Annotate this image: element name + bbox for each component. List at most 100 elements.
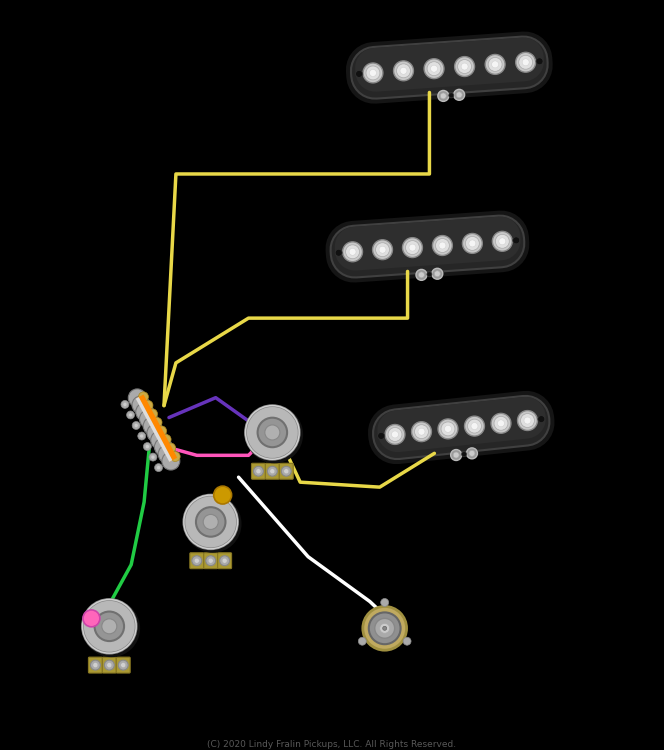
Circle shape: [454, 89, 465, 101]
Circle shape: [462, 233, 482, 254]
Circle shape: [93, 662, 98, 668]
Circle shape: [461, 452, 467, 457]
Circle shape: [513, 237, 520, 244]
Circle shape: [282, 466, 291, 476]
Circle shape: [438, 91, 449, 101]
Circle shape: [444, 425, 452, 432]
Circle shape: [151, 455, 155, 459]
Circle shape: [128, 389, 146, 406]
Circle shape: [439, 242, 446, 249]
Polygon shape: [325, 211, 529, 283]
Circle shape: [121, 400, 129, 409]
Circle shape: [143, 400, 153, 410]
Circle shape: [380, 623, 390, 633]
Polygon shape: [355, 38, 544, 92]
Circle shape: [497, 420, 505, 427]
Circle shape: [170, 452, 180, 461]
Circle shape: [206, 556, 216, 566]
Circle shape: [374, 618, 394, 638]
Circle shape: [83, 610, 100, 627]
Circle shape: [345, 244, 359, 259]
Circle shape: [161, 434, 171, 445]
Circle shape: [137, 432, 145, 440]
Circle shape: [157, 466, 161, 470]
FancyBboxPatch shape: [218, 553, 232, 568]
Circle shape: [268, 466, 278, 476]
Circle shape: [363, 63, 383, 83]
Circle shape: [432, 236, 452, 256]
Circle shape: [424, 58, 444, 79]
Circle shape: [414, 424, 428, 439]
Circle shape: [403, 638, 411, 645]
Circle shape: [440, 93, 446, 99]
Circle shape: [118, 660, 128, 670]
Circle shape: [104, 660, 114, 670]
Circle shape: [416, 269, 427, 280]
Circle shape: [356, 70, 363, 77]
Circle shape: [388, 427, 402, 442]
Circle shape: [134, 424, 138, 427]
Circle shape: [485, 55, 505, 74]
Circle shape: [270, 469, 275, 474]
Circle shape: [469, 450, 475, 456]
Circle shape: [147, 424, 165, 442]
Circle shape: [465, 236, 479, 250]
FancyBboxPatch shape: [102, 657, 116, 673]
Circle shape: [436, 238, 450, 253]
Circle shape: [220, 556, 230, 566]
Circle shape: [343, 242, 363, 262]
Circle shape: [380, 598, 388, 607]
Polygon shape: [346, 32, 552, 104]
Circle shape: [451, 449, 461, 460]
Circle shape: [499, 238, 506, 244]
Circle shape: [139, 410, 157, 428]
Circle shape: [135, 403, 153, 421]
FancyBboxPatch shape: [116, 657, 130, 673]
Circle shape: [208, 558, 213, 563]
Circle shape: [143, 417, 161, 435]
Circle shape: [214, 486, 232, 504]
Circle shape: [491, 61, 499, 68]
Circle shape: [254, 466, 264, 476]
Circle shape: [82, 599, 136, 653]
Circle shape: [392, 431, 398, 438]
Circle shape: [457, 59, 471, 74]
Circle shape: [409, 244, 416, 251]
Circle shape: [379, 246, 386, 254]
Circle shape: [82, 599, 140, 657]
Circle shape: [107, 662, 112, 668]
Circle shape: [491, 413, 511, 434]
Circle shape: [132, 422, 140, 430]
Circle shape: [427, 272, 432, 277]
Circle shape: [524, 417, 531, 424]
Circle shape: [196, 507, 226, 537]
Circle shape: [385, 424, 405, 445]
Circle shape: [488, 58, 502, 71]
Circle shape: [467, 448, 477, 459]
Circle shape: [359, 638, 367, 645]
Circle shape: [151, 431, 169, 449]
Circle shape: [129, 413, 133, 417]
Circle shape: [400, 68, 407, 74]
Circle shape: [139, 392, 149, 402]
Circle shape: [516, 53, 536, 72]
Polygon shape: [331, 216, 525, 278]
FancyBboxPatch shape: [280, 464, 293, 479]
Circle shape: [132, 396, 150, 414]
Circle shape: [145, 445, 149, 448]
Circle shape: [121, 662, 125, 668]
Circle shape: [412, 422, 432, 442]
Circle shape: [456, 92, 462, 98]
Circle shape: [363, 607, 406, 650]
Circle shape: [246, 406, 299, 459]
Circle shape: [430, 65, 438, 72]
Circle shape: [147, 409, 157, 419]
Circle shape: [467, 419, 481, 433]
Circle shape: [102, 619, 117, 634]
FancyBboxPatch shape: [190, 553, 204, 568]
Circle shape: [438, 419, 458, 439]
Circle shape: [493, 231, 512, 251]
Circle shape: [123, 403, 127, 406]
FancyBboxPatch shape: [266, 464, 280, 479]
Circle shape: [495, 234, 509, 248]
